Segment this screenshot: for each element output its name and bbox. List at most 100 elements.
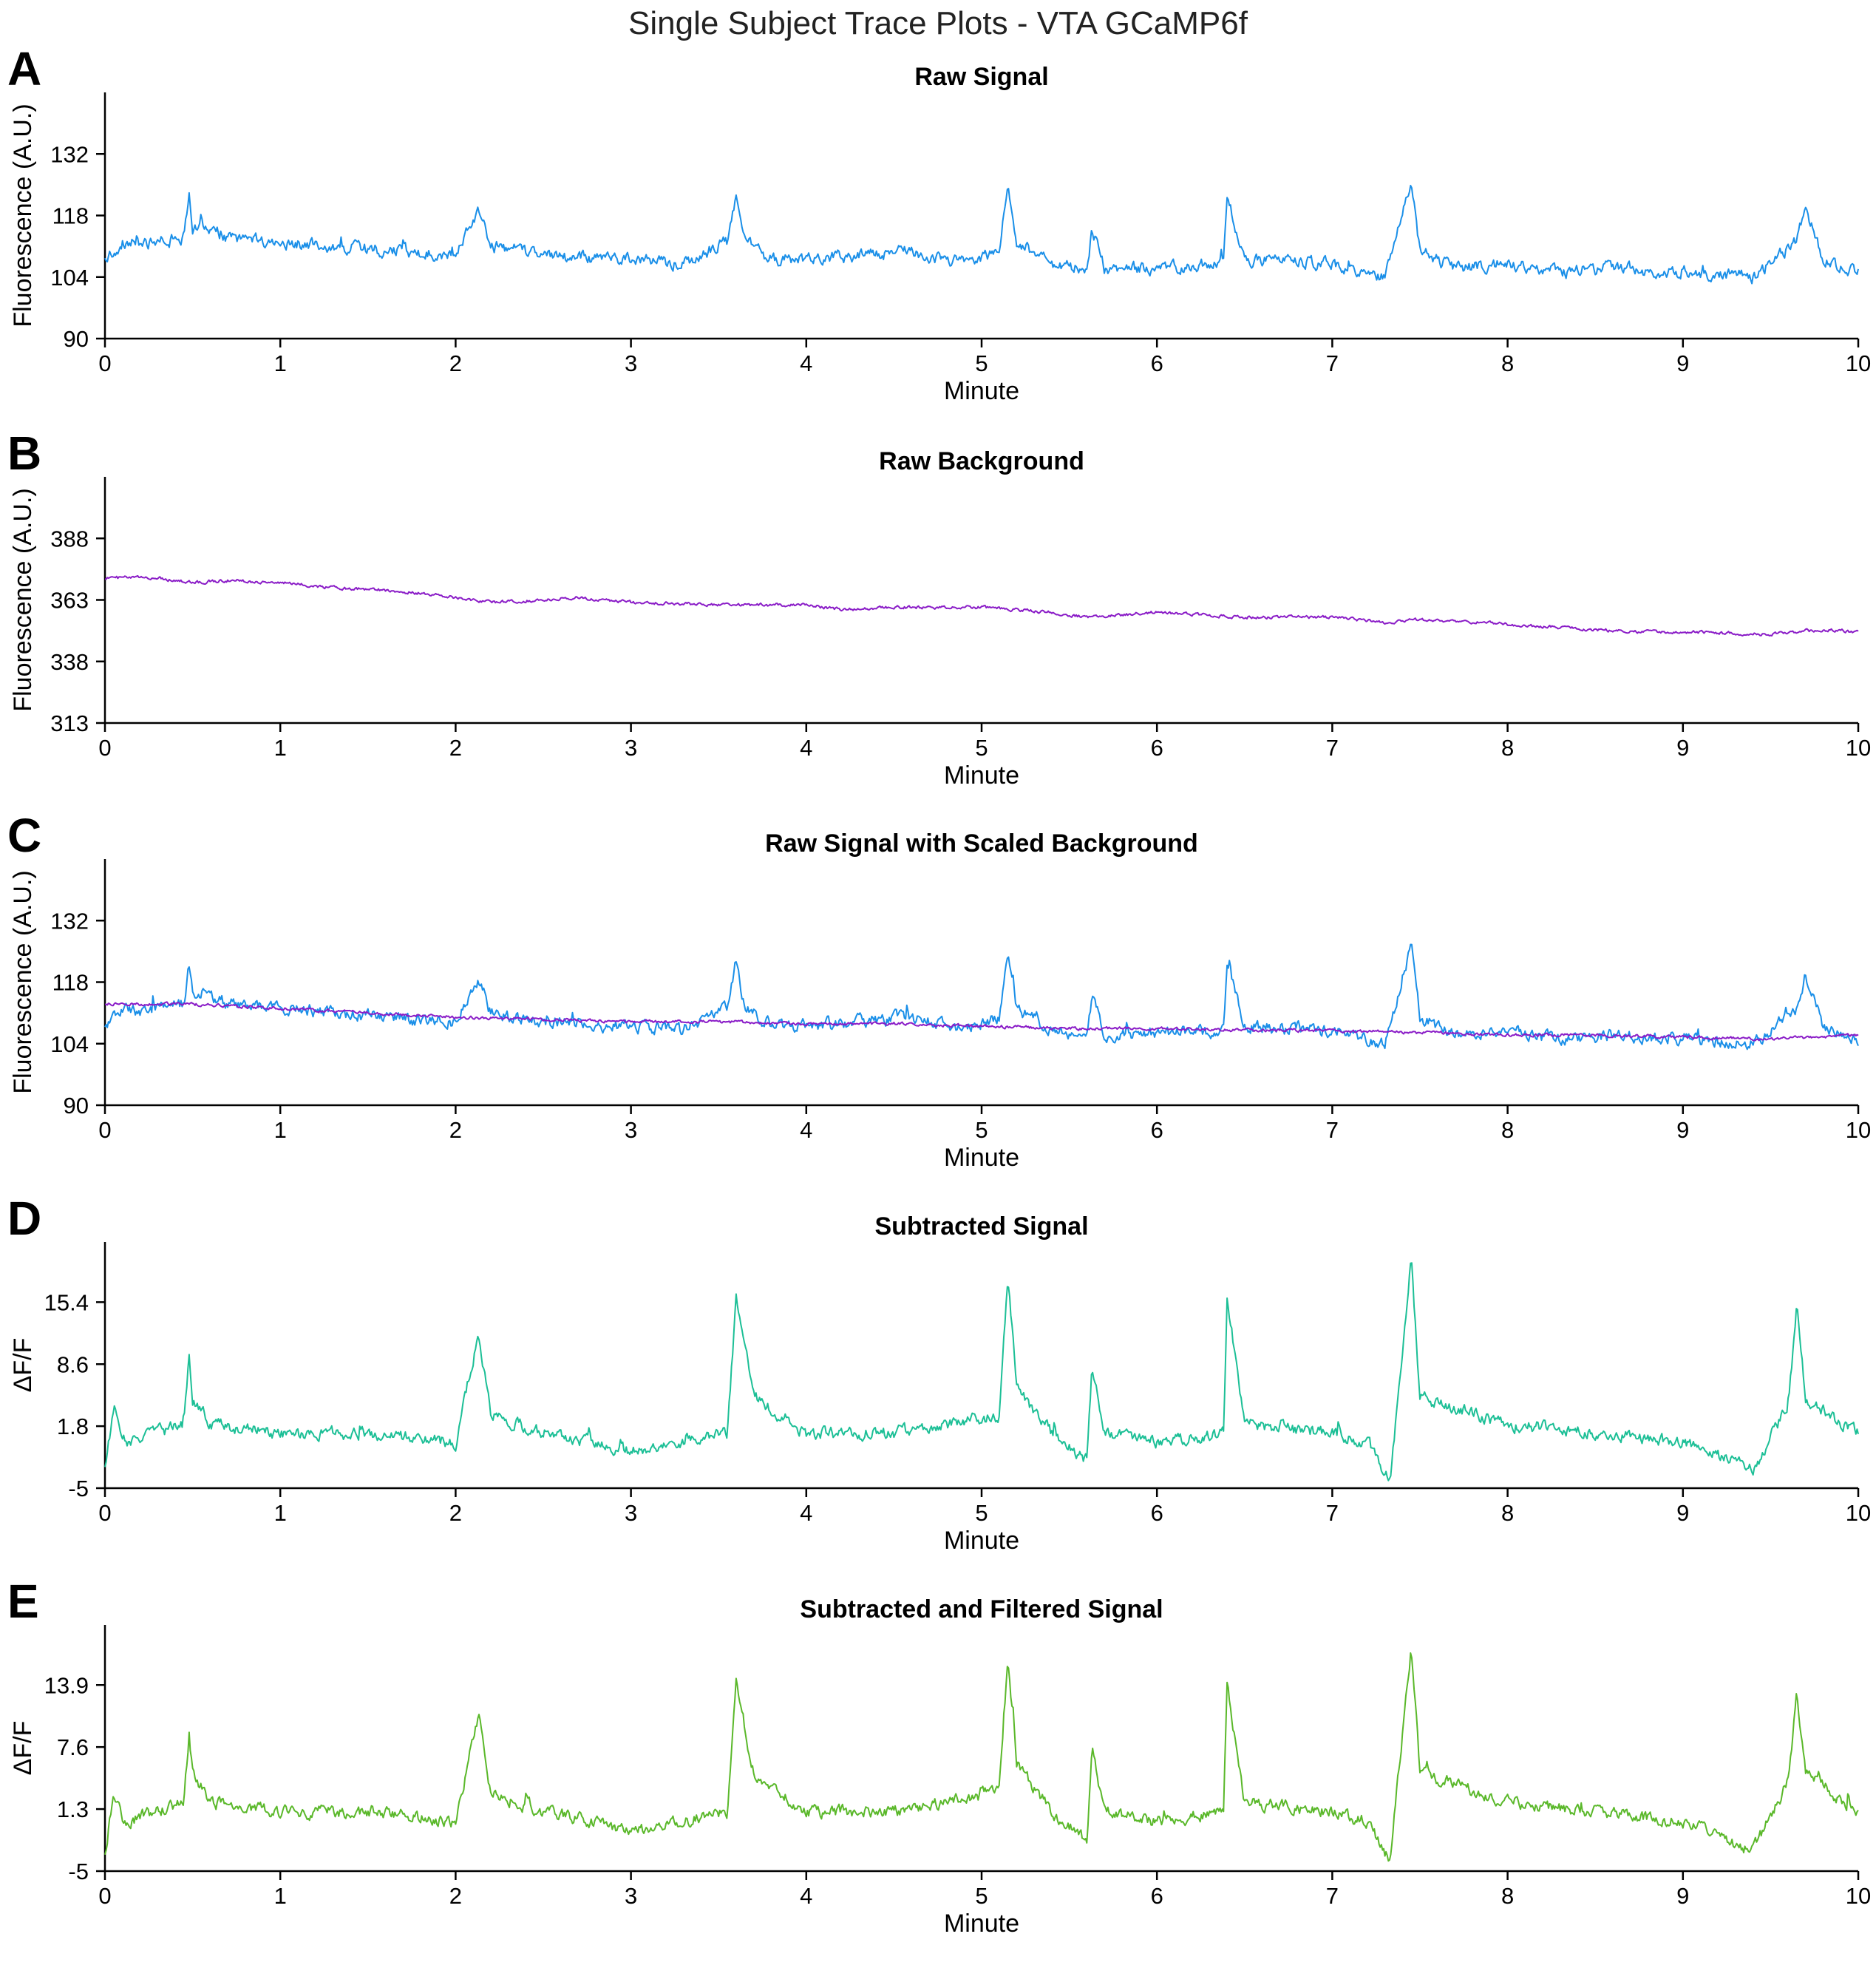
x-tick-label: 1 <box>274 735 287 761</box>
x-tick-label: 2 <box>449 1117 462 1143</box>
x-tick-label: 5 <box>975 1117 988 1143</box>
x-axis-label: Minute <box>944 1144 1019 1172</box>
y-axis-label: ΔF/F <box>9 1721 37 1776</box>
x-tick-label: 0 <box>98 735 111 761</box>
x-tick-label: 10 <box>1846 735 1871 761</box>
panel-e: E Subtracted and Filtered Signal 0 1 2 3 4 5 6 7 8… <box>7 1575 1871 1938</box>
y-tick-label: 104 <box>50 265 89 291</box>
x-tick-label: 7 <box>1326 1883 1339 1909</box>
x-tick-label: 5 <box>975 1883 988 1909</box>
trace-signal <box>104 943 1859 1051</box>
panel-letter: B <box>7 427 41 480</box>
x-tick-label: 9 <box>1676 1883 1689 1909</box>
x-tick-label: 9 <box>1676 1500 1689 1526</box>
panel-d: D Subtracted Signal 0 1 2 3 4 5 6 7 8 9 10 -5 1.8 8.6 15… <box>7 1192 1871 1555</box>
y-tick-label: 132 <box>50 141 89 167</box>
panel-letter: C <box>7 809 41 862</box>
x-tick-label: 8 <box>1501 1883 1514 1909</box>
figure-title: Single Subject Trace Plots - VTA GCaMP6f <box>628 5 1248 41</box>
x-tick-label: 5 <box>975 350 988 376</box>
y-tick-label: 7.6 <box>57 1734 89 1760</box>
x-tick-label: 1 <box>274 350 287 376</box>
x-tick-label: 3 <box>625 735 637 761</box>
y-axis-label: ΔF/F <box>9 1338 37 1393</box>
x-tick-label: 10 <box>1846 350 1871 376</box>
trace-background <box>104 574 1859 637</box>
y-tick-label: 132 <box>50 908 89 934</box>
panel-c: C Raw Signal with Scaled Background 0 1 2 3 4 5… <box>7 809 1871 1172</box>
y-tick-label: 118 <box>52 970 89 996</box>
panel-title: Raw Signal <box>914 63 1048 91</box>
x-tick-label: 3 <box>625 1883 637 1909</box>
x-tick-label: 2 <box>449 1500 462 1526</box>
x-axis-label: Minute <box>944 1910 1019 1938</box>
y-tick-label: 90 <box>64 1093 89 1119</box>
x-tick-label: 10 <box>1846 1500 1871 1526</box>
panel-b: B Raw Background 0 1 2 3 4 5 6 7 8 9 10 313 338 363 388 M… <box>7 427 1871 790</box>
x-tick-label: 0 <box>98 350 111 376</box>
x-tick-label: 6 <box>1151 1117 1163 1143</box>
x-tick-label: 4 <box>800 350 812 376</box>
panel-letter: A <box>7 42 41 95</box>
x-tick-label: 4 <box>800 1883 812 1909</box>
y-tick-label: 118 <box>52 203 89 229</box>
panel-letter: E <box>7 1575 39 1628</box>
x-tick-label: 10 <box>1846 1883 1871 1909</box>
panel-title: Raw Background <box>879 447 1084 475</box>
x-tick-label: 8 <box>1501 1117 1514 1143</box>
y-tick-label: -5 <box>68 1859 89 1884</box>
x-tick-label: 1 <box>274 1500 287 1526</box>
x-tick-label: 0 <box>98 1883 111 1909</box>
y-tick-label: 388 <box>50 526 89 552</box>
y-tick-label: 13.9 <box>44 1672 89 1698</box>
y-tick-label: 363 <box>50 588 89 614</box>
y-tick-label: 90 <box>64 326 89 352</box>
x-tick-label: 9 <box>1676 350 1689 376</box>
y-axis-label: Fluorescence (A.U.) <box>9 488 37 711</box>
x-tick-label: 6 <box>1151 735 1163 761</box>
x-tick-label: 5 <box>975 735 988 761</box>
x-tick-label: 6 <box>1151 1500 1163 1526</box>
x-tick-label: 1 <box>274 1883 287 1909</box>
x-tick-label: 6 <box>1151 1883 1163 1909</box>
x-tick-label: 6 <box>1151 350 1163 376</box>
x-tick-label: 5 <box>975 1500 988 1526</box>
x-tick-label: 0 <box>98 1500 111 1526</box>
x-tick-label: 7 <box>1326 1500 1339 1526</box>
y-tick-label: 313 <box>50 710 89 736</box>
x-tick-label: 7 <box>1326 1117 1339 1143</box>
x-tick-label: 1 <box>274 1117 287 1143</box>
x-tick-label: 4 <box>800 735 812 761</box>
y-tick-label: 104 <box>50 1031 89 1057</box>
x-tick-label: 3 <box>625 1117 637 1143</box>
x-tick-label: 3 <box>625 350 637 376</box>
y-tick-label: 1.8 <box>57 1413 89 1439</box>
x-tick-label: 2 <box>449 1883 462 1909</box>
y-axis-label: Fluorescence (A.U.) <box>9 103 37 327</box>
x-tick-label: 7 <box>1326 735 1339 761</box>
x-tick-label: 10 <box>1846 1117 1871 1143</box>
x-tick-label: 4 <box>800 1117 812 1143</box>
x-tick-label: 0 <box>98 1117 111 1143</box>
y-tick-label: 338 <box>50 649 89 675</box>
x-tick-label: 8 <box>1501 350 1514 376</box>
trace-background <box>105 1001 1859 1042</box>
x-tick-label: 2 <box>449 350 462 376</box>
y-tick-label: 1.3 <box>57 1796 89 1822</box>
x-axis-label: Minute <box>944 1527 1019 1555</box>
y-tick-label: 8.6 <box>57 1351 89 1377</box>
panel-letter: D <box>7 1192 41 1245</box>
x-tick-label: 8 <box>1501 1500 1514 1526</box>
panel-title: Subtracted and Filtered Signal <box>800 1595 1163 1623</box>
panel-title: Subtracted Signal <box>874 1212 1088 1241</box>
y-tick-label: 15.4 <box>44 1289 89 1315</box>
x-tick-label: 9 <box>1676 735 1689 761</box>
x-tick-label: 9 <box>1676 1117 1689 1143</box>
trace-subtracted <box>104 1262 1859 1482</box>
x-tick-label: 2 <box>449 735 462 761</box>
trace-signal <box>104 185 1859 285</box>
x-axis-label: Minute <box>944 761 1019 790</box>
x-axis-label: Minute <box>944 377 1019 405</box>
